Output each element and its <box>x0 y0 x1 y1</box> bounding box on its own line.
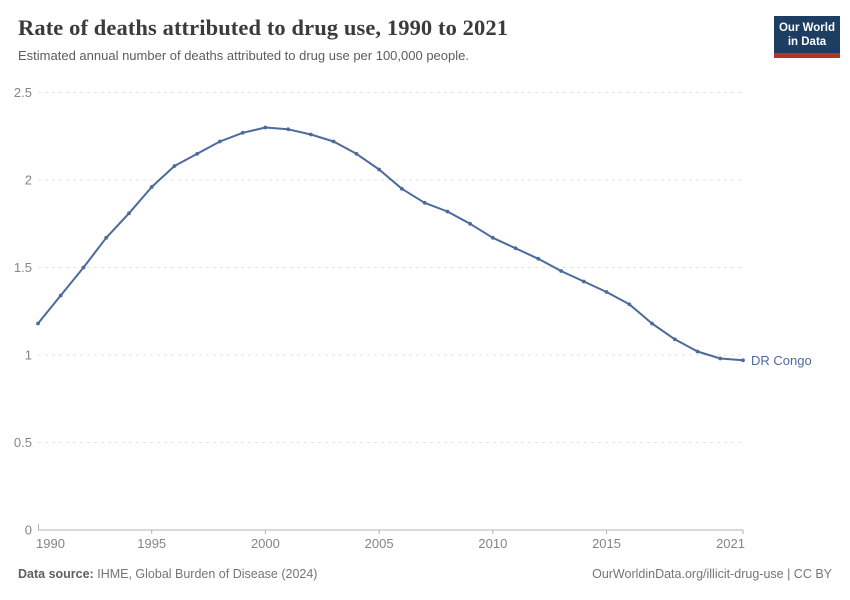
data-line-dr-congo[interactable] <box>37 126 744 362</box>
data-point <box>240 130 245 135</box>
data-point <box>36 321 40 326</box>
data-point <box>400 186 404 191</box>
data-point <box>741 358 745 363</box>
data-point <box>354 151 359 156</box>
data-point <box>672 337 677 342</box>
data-point <box>286 127 291 132</box>
data-point <box>218 139 222 144</box>
x-tick-label: 1995 <box>137 536 166 551</box>
data-point <box>309 132 313 137</box>
data-source-label: Data source: <box>18 567 94 581</box>
data-point <box>650 321 654 326</box>
data-point <box>172 164 177 168</box>
data-point <box>445 209 450 214</box>
data-source-value: IHME, Global Burden of Disease (2024) <box>97 567 318 581</box>
chart-subtitle: Estimated annual number of deaths attrib… <box>18 47 469 63</box>
license-link[interactable]: OurWorldinData.org/illicit-drug-use | CC… <box>592 567 832 581</box>
data-point <box>513 246 518 251</box>
chart-header: Rate of deaths attributed to drug use, 1… <box>18 15 760 63</box>
y-tick-label: 2 <box>25 173 32 188</box>
data-point <box>81 265 86 270</box>
data-point <box>104 235 109 240</box>
y-tick-label: 0.5 <box>14 435 32 450</box>
data-point <box>195 151 200 156</box>
y-tick-label: 2.5 <box>14 85 32 100</box>
data-point <box>536 256 541 261</box>
x-tick-label: 2005 <box>365 536 394 551</box>
x-tick-label: 2021 <box>716 536 745 551</box>
data-point <box>263 125 268 130</box>
series-end-label[interactable]: DR Congo <box>751 353 812 368</box>
x-tick-label: 2010 <box>478 536 507 551</box>
owid-logo-line2: in Data <box>787 36 827 48</box>
y-tick-label: 1.5 <box>14 260 32 275</box>
chart-footer: Data source: IHME, Global Burden of Dise… <box>18 567 832 581</box>
data-point <box>422 200 427 205</box>
x-tick-label: 2000 <box>251 536 280 551</box>
data-point <box>559 269 563 273</box>
data-point <box>149 185 154 189</box>
data-point <box>695 349 700 354</box>
x-tick-label: 2015 <box>592 536 621 551</box>
owid-logo[interactable]: Our World in Data <box>774 16 840 58</box>
y-tick-label: 1 <box>25 348 32 363</box>
data-source: Data source: IHME, Global Burden of Dise… <box>18 567 317 581</box>
data-point <box>627 302 632 307</box>
owid-logo-line1: Our World <box>778 22 835 34</box>
data-point <box>58 293 63 298</box>
data-point <box>377 167 381 172</box>
data-point <box>127 211 131 216</box>
data-point <box>581 279 586 284</box>
data-point <box>331 139 336 144</box>
y-tick-label: 0 <box>25 523 32 538</box>
data-point <box>468 221 472 226</box>
data-point <box>490 235 495 240</box>
chart-title: Rate of deaths attributed to drug use, 1… <box>18 15 509 40</box>
data-point <box>718 356 723 361</box>
x-tick-label: 1990 <box>36 536 65 551</box>
data-point <box>604 290 609 294</box>
